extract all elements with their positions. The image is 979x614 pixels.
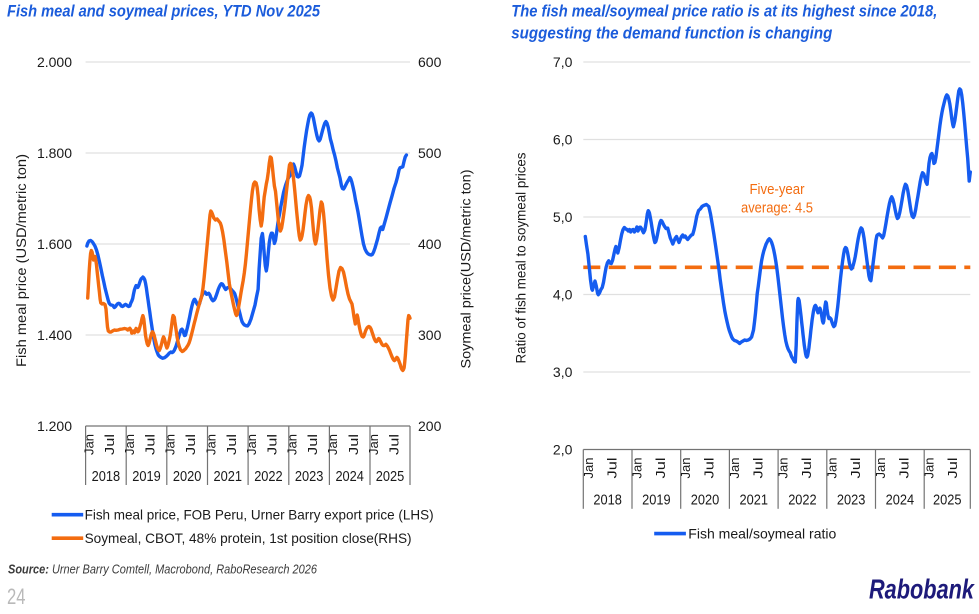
svg-text:Jan: Jan <box>245 434 259 455</box>
svg-text:2020: 2020 <box>691 493 720 509</box>
svg-text:Jul: Jul <box>800 458 814 479</box>
svg-text:600: 600 <box>418 54 442 70</box>
svg-text:The fish meal/soymeal price ra: The fish meal/soymeal price ratio is at … <box>511 2 937 21</box>
svg-text:2024: 2024 <box>335 469 364 485</box>
svg-text:5,0: 5,0 <box>553 209 573 225</box>
svg-text:200: 200 <box>418 418 442 434</box>
svg-text:2025: 2025 <box>376 469 405 485</box>
svg-text:Jan: Jan <box>123 434 137 455</box>
svg-text:suggesting the demand function: suggesting the demand function is changi… <box>511 24 833 43</box>
svg-text:Jul: Jul <box>605 458 619 479</box>
svg-text:Jul: Jul <box>144 434 158 455</box>
svg-text:Jan: Jan <box>777 457 791 478</box>
svg-text:Five-year: Five-year <box>750 181 805 198</box>
svg-text:Jan: Jan <box>204 434 218 455</box>
svg-text:Fish meal price, FOB Peru, Urn: Fish meal price, FOB Peru, Urner Barry e… <box>85 507 434 523</box>
svg-text:Jan: Jan <box>326 434 340 455</box>
svg-text:2025: 2025 <box>933 493 962 509</box>
svg-text:Jan: Jan <box>728 457 742 478</box>
svg-text:Jul: Jul <box>306 434 320 455</box>
svg-text:Rabobank: Rabobank <box>869 574 975 605</box>
svg-text:400: 400 <box>418 236 442 252</box>
svg-text:Jul: Jul <box>751 458 765 479</box>
svg-text:Jan: Jan <box>367 434 381 455</box>
svg-text:2021: 2021 <box>740 493 769 509</box>
svg-text:6,0: 6,0 <box>553 132 573 148</box>
svg-text:Jan: Jan <box>825 457 839 478</box>
svg-text:Jan: Jan <box>631 457 645 478</box>
svg-text:2018: 2018 <box>593 493 622 509</box>
svg-text:Jul: Jul <box>654 458 668 479</box>
svg-text:2024: 2024 <box>886 493 915 509</box>
svg-text:1.800: 1.800 <box>37 145 72 161</box>
svg-text:Jan: Jan <box>874 457 888 478</box>
svg-text:Fish meal and soymeal prices,: Fish meal and soymeal prices, YTD Nov 20… <box>7 2 320 21</box>
svg-text:2019: 2019 <box>642 493 671 509</box>
svg-text:300: 300 <box>418 327 442 343</box>
svg-text:Source: Urner Barry Comtell, M: Source: Urner Barry Comtell, Macrobond, … <box>8 563 317 577</box>
svg-text:Jul: Jul <box>387 434 401 455</box>
svg-text:Jan: Jan <box>82 434 96 455</box>
svg-text:2021: 2021 <box>214 469 243 485</box>
svg-text:2023: 2023 <box>837 493 866 509</box>
svg-text:Jan: Jan <box>679 457 693 478</box>
svg-text:2020: 2020 <box>173 469 202 485</box>
svg-text:Jul: Jul <box>225 434 239 455</box>
svg-text:Jul: Jul <box>266 434 280 455</box>
svg-text:1.200: 1.200 <box>37 418 72 434</box>
svg-text:Jan: Jan <box>582 457 596 478</box>
svg-text:average: 4.5: average: 4.5 <box>741 200 813 217</box>
svg-text:Jul: Jul <box>946 458 960 479</box>
svg-text:Jul: Jul <box>103 434 117 455</box>
svg-text:Fish meal/soymeal ratio: Fish meal/soymeal ratio <box>688 526 836 542</box>
svg-text:24: 24 <box>7 584 26 609</box>
svg-text:Ratio of fish meal to soymeal: Ratio of fish meal to soymeal prices <box>514 152 529 363</box>
svg-text:2023: 2023 <box>295 469 324 485</box>
svg-text:Jul: Jul <box>703 458 717 479</box>
svg-text:Soymeal, CBOT, 48% protein, 1s: Soymeal, CBOT, 48% protein, 1st position… <box>85 530 412 546</box>
svg-text:Soymeal price(USD/metric ton): Soymeal price(USD/metric ton) <box>459 170 474 369</box>
svg-text:2018: 2018 <box>92 469 121 485</box>
svg-text:3,0: 3,0 <box>553 364 573 380</box>
svg-text:Jul: Jul <box>849 458 863 479</box>
svg-text:1.400: 1.400 <box>37 327 72 343</box>
svg-text:Jul: Jul <box>898 458 912 479</box>
svg-text:Jul: Jul <box>184 434 198 455</box>
svg-text:Jan: Jan <box>286 434 300 455</box>
svg-text:2022: 2022 <box>254 469 283 485</box>
svg-text:Jul: Jul <box>347 434 361 455</box>
svg-text:7,0: 7,0 <box>553 54 573 70</box>
svg-text:1.600: 1.600 <box>37 236 72 252</box>
svg-text:2019: 2019 <box>132 469 161 485</box>
svg-text:500: 500 <box>418 145 442 161</box>
svg-text:Jan: Jan <box>923 457 937 478</box>
svg-text:2,0: 2,0 <box>553 442 573 458</box>
svg-text:Fish meal price (USD/metric to: Fish meal price (USD/metric ton) <box>14 154 29 367</box>
svg-text:2.000: 2.000 <box>37 54 72 70</box>
svg-text:2022: 2022 <box>788 493 817 509</box>
svg-text:4,0: 4,0 <box>553 287 573 303</box>
svg-text:Jan: Jan <box>164 434 178 455</box>
